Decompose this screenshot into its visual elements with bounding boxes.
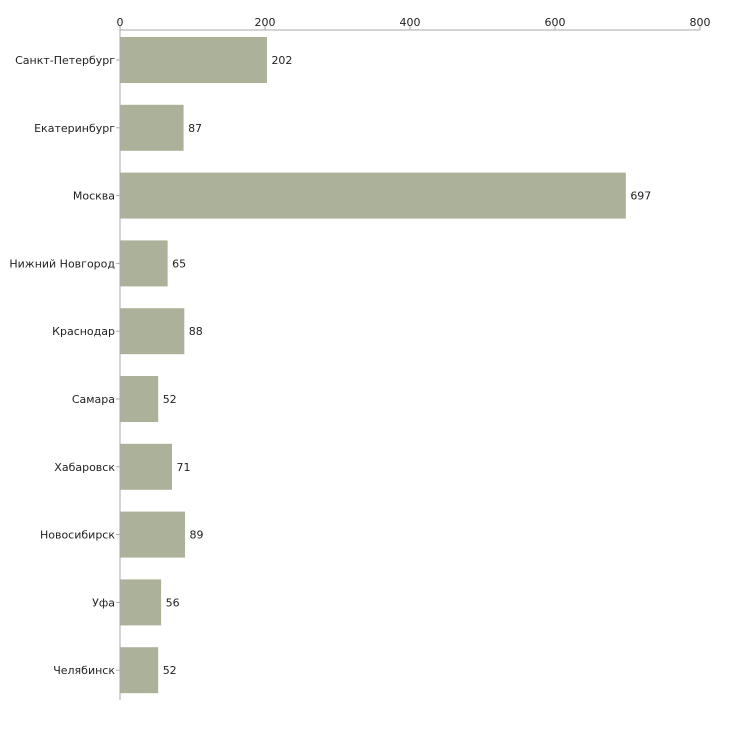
x-tick-label: 600 — [545, 16, 566, 29]
value-label: 89 — [190, 529, 204, 542]
category-label: Москва — [73, 190, 115, 203]
category-labels: Санкт-Петербург 202 Екатеринбург 87 Москва 69… — [9, 54, 651, 677]
value-label: 202 — [271, 54, 292, 67]
x-tick-label: 200 — [255, 16, 276, 29]
x-tick-label: 0 — [117, 16, 124, 29]
value-label: 52 — [163, 393, 177, 406]
value-label: 71 — [176, 461, 190, 474]
value-label: 87 — [188, 122, 202, 135]
category-label: Нижний Новгород — [9, 257, 115, 270]
category-label: Екатеринбург — [34, 122, 115, 135]
x-tick-label: 800 — [690, 16, 711, 29]
bar — [120, 240, 168, 287]
value-label: 697 — [630, 190, 651, 203]
bars-group — [120, 37, 626, 694]
bar — [120, 104, 184, 151]
bar — [120, 172, 626, 219]
category-label: Челябинск — [53, 664, 115, 677]
category-label: Уфа — [92, 596, 115, 609]
bar — [120, 579, 162, 626]
category-label: Хабаровск — [54, 461, 115, 474]
bar — [120, 37, 267, 83]
category-label: Санкт-Петербург — [15, 54, 115, 67]
category-label: Краснодар — [52, 325, 115, 338]
value-label: 65 — [172, 257, 186, 270]
value-label: 88 — [189, 325, 203, 338]
bar — [120, 308, 185, 355]
bar — [120, 511, 186, 558]
category-label: Новосибирск — [40, 529, 115, 542]
value-label: 52 — [163, 664, 177, 677]
x-tick-label: 400 — [400, 16, 421, 29]
x-axis-ticks: 0 200 400 600 800 — [117, 16, 711, 30]
bar — [120, 376, 159, 422]
bar — [120, 647, 159, 694]
value-label: 56 — [166, 596, 180, 609]
category-label: Самара — [72, 393, 115, 406]
bar — [120, 443, 172, 490]
